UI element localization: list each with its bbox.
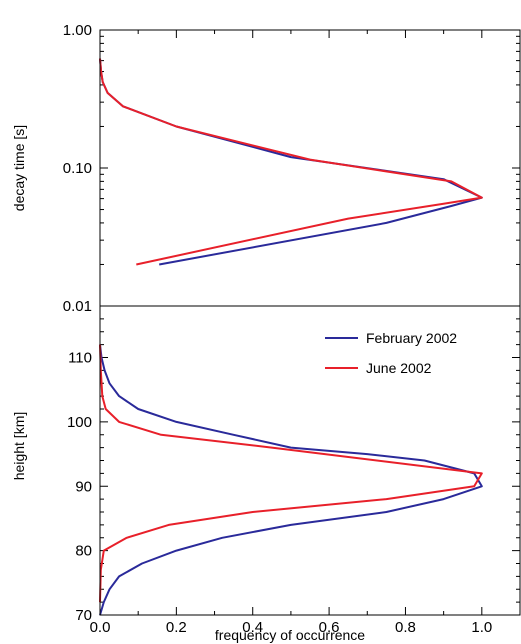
bottom-x-tick-label: 0.8 bbox=[395, 619, 416, 636]
legend-label-june: June 2002 bbox=[366, 360, 432, 376]
top-series-group bbox=[99, 58, 483, 266]
bottom-x-tick-label: 0.6 bbox=[319, 619, 340, 636]
bottom-x-tick-label: 1.0 bbox=[471, 619, 492, 636]
top-y-tick-label: 0.10 bbox=[63, 160, 92, 177]
bottom-y-tick-label: 80 bbox=[75, 543, 92, 560]
top-axis-ticks bbox=[99, 30, 520, 307]
top-y-tick-labels: 1.00 0.10 0.01 bbox=[63, 22, 92, 315]
x-axis-title: frequency of occurrence bbox=[215, 627, 365, 643]
plot-frame bbox=[99, 29, 521, 616]
top-y-axis-title: decay time [s] bbox=[11, 125, 27, 211]
top-series-line-june bbox=[99, 58, 483, 266]
bottom-x-tick-label: 0.2 bbox=[166, 619, 187, 636]
legend: February 2002 June 2002 bbox=[325, 330, 457, 376]
bottom-series-line-june bbox=[99, 344, 483, 603]
top-y-tick-label: 1.00 bbox=[63, 22, 92, 39]
bottom-y-tick-label: 70 bbox=[75, 607, 92, 624]
legend-label-february: February 2002 bbox=[366, 330, 457, 346]
frame bbox=[99, 29, 521, 616]
bottom-y-tick-label: 110 bbox=[68, 350, 92, 367]
top-y-tick-label: 0.01 bbox=[63, 298, 92, 315]
bottom-x-tick-label: 0.0 bbox=[90, 619, 111, 636]
bottom-x-tick-label: 0.4 bbox=[242, 619, 263, 636]
bottom-panel: 70 80 90 100 110 0.0 0.2 0.4 0.6 0.8 1.0 height [… bbox=[11, 305, 520, 643]
bottom-series-group bbox=[99, 344, 483, 616]
bottom-series-line-february bbox=[99, 344, 483, 616]
bottom-y-tick-labels: 70 80 90 100 110 bbox=[67, 350, 92, 625]
bottom-y-tick-label: 90 bbox=[75, 478, 92, 495]
top-series-line-february bbox=[99, 58, 483, 266]
bottom-x-tick-labels: 0.0 0.2 0.4 0.6 0.8 1.0 bbox=[90, 619, 493, 636]
top-panel: 1.00 0.10 0.01 decay time [s] bbox=[11, 22, 520, 315]
bottom-y-tick-label: 100 bbox=[67, 414, 92, 431]
bottom-axis-ticks bbox=[99, 305, 520, 616]
bottom-y-axis-title: height [km] bbox=[11, 412, 27, 480]
